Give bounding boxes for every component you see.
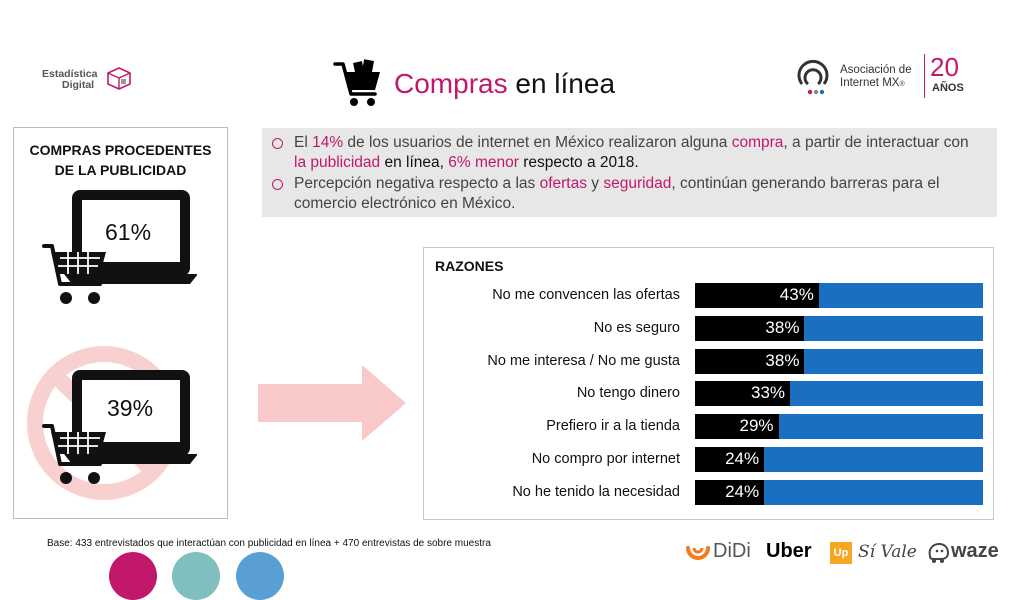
reasons-chart: RAZONES No me convencen las ofertas 43% No…	[423, 247, 994, 520]
highlight-text: 6% menor	[448, 154, 519, 171]
bar-value	[695, 283, 819, 308]
shopping-cart-icon	[333, 59, 380, 106]
amx-divider	[924, 54, 925, 98]
panel-title-line2: DE LA PUBLICIDAD	[54, 162, 187, 178]
bar-row: No me convencen las ofertas 43%	[424, 283, 993, 308]
bar-row: Prefiero ir a la tienda 29%	[424, 414, 993, 440]
brand-waze: waze	[951, 540, 999, 562]
cube-logo-icon	[107, 67, 131, 90]
body-text: de los usuarios de internet en México re…	[343, 134, 732, 151]
asociacion-internet-mx-logo: Asociación de Internet MX® 20 AÑOS	[794, 52, 984, 102]
bar-value-label: 38%	[765, 350, 800, 370]
brand-didi: DiDi	[713, 540, 751, 562]
body-text: Percepción negativa respecto a las	[294, 175, 540, 192]
info-bullet-2: Percepción negativa respecto a las ofert…	[272, 174, 984, 214]
info-box: El 14% de los usuarios de internet en Mé…	[262, 128, 997, 217]
bullet-2-text: Percepción negativa respecto a las ofert…	[294, 175, 939, 212]
bar-category-label: No he tenido la necesidad	[512, 483, 680, 500]
right-arrow-icon	[258, 365, 406, 441]
decor-circle-blue	[236, 552, 284, 600]
body-text: , continúan generando barreras para el c…	[294, 175, 940, 212]
body-text: , a partir de interactuar con	[783, 134, 969, 151]
bar-category-label: No compro por internet	[531, 451, 680, 467]
bar-row: No tengo dinero 33%	[424, 381, 993, 407]
title-rest: en línea	[507, 68, 616, 99]
bar-value	[695, 315, 805, 341]
waze-logo-icon	[928, 543, 949, 563]
panel-title-line1: COMPRAS PROCEDENTES	[29, 142, 212, 158]
brand-sivale: Sí Vale	[858, 542, 917, 562]
bar-category-label: Prefiero ir a la tienda	[546, 418, 680, 435]
bar-row: No me interesa / No me gusta 38%	[424, 348, 993, 374]
stat-no-label: 39%	[107, 395, 154, 421]
logo-line2: Digital	[62, 79, 95, 91]
bar-category-label: No me interesa / No me gusta	[487, 352, 680, 369]
info-bullet-1: El 14% de los usuarios de internet en Mé…	[272, 133, 984, 173]
amx-suffix: ®	[899, 81, 905, 88]
highlight-text: 14%	[312, 134, 344, 151]
bar-row: No compro por internet 24%	[424, 447, 993, 472]
panel-title: COMPRAS PROCEDENTES DE LA PUBLICIDAD	[14, 140, 227, 180]
page-title: Compras en línea	[394, 68, 615, 100]
decor-circle-teal	[172, 552, 220, 600]
bar-value-label: 38%	[765, 317, 800, 337]
laptop-cart-no-icon	[42, 370, 197, 484]
bar-value-label: 33%	[751, 383, 786, 403]
amx-line1: Asociación de	[840, 64, 912, 76]
chart-title: RAZONES	[435, 258, 504, 274]
brand-up: Up	[830, 542, 852, 564]
brand-uber: Uber	[766, 540, 812, 562]
bar-value-label: 24%	[725, 449, 760, 468]
bar-category-label: No es seguro	[593, 319, 680, 336]
amx-logo-icon	[797, 59, 829, 95]
base-note: Base: 433 entrevistados que interactúan …	[47, 538, 491, 549]
body-text: en línea,	[380, 154, 449, 171]
bullet-circle-icon	[272, 179, 283, 190]
body-text: respecto a 2018.	[518, 154, 639, 171]
highlight-text: seguridad	[603, 175, 672, 192]
amx-line2: Internet MX	[840, 77, 900, 89]
anniversary-number: 20	[930, 52, 959, 82]
logo-line1: Estadística	[42, 68, 98, 80]
bar-value-label: 24%	[725, 481, 760, 501]
title-accent: Compras	[394, 68, 508, 99]
bar-category-label: No me convencen las ofertas	[492, 287, 680, 303]
bar-category-label: No tengo dinero	[576, 385, 680, 402]
anniversary-label: AÑOS	[932, 82, 964, 94]
decor-circle-magenta	[109, 552, 157, 600]
didi-logo-icon	[686, 546, 710, 560]
bar-value-label: 29%	[739, 416, 774, 436]
bar-value	[695, 447, 765, 472]
bar-value-label: 43%	[779, 285, 814, 304]
amx-logo-text: Asociación de Internet MX®	[840, 64, 912, 91]
compras-publicidad-panel: COMPRAS PROCEDENTES DE LA PUBLICIDAD 61%…	[13, 127, 228, 519]
highlight-text: ofertas	[539, 175, 587, 192]
bullet-circle-icon	[272, 138, 283, 149]
bar-value	[695, 381, 791, 407]
stat-yes-label: 61%	[105, 219, 152, 245]
highlight-text: compra	[731, 134, 784, 151]
laptop-cart-icon	[42, 190, 197, 304]
bar-value	[695, 348, 805, 374]
estadistica-digital-logo: Estadística Digital	[42, 66, 134, 91]
body-text: El	[294, 134, 313, 151]
body-text: y	[586, 175, 604, 192]
bullet-1-text: El 14% de los usuarios de internet en Mé…	[294, 134, 969, 171]
bar-row: No he tenido la necesidad 24%	[424, 479, 993, 505]
highlight-text: la publicidad	[294, 154, 381, 171]
bar-value	[695, 414, 779, 440]
bar-value	[695, 479, 765, 505]
bar-row: No es seguro 38%	[424, 315, 993, 341]
